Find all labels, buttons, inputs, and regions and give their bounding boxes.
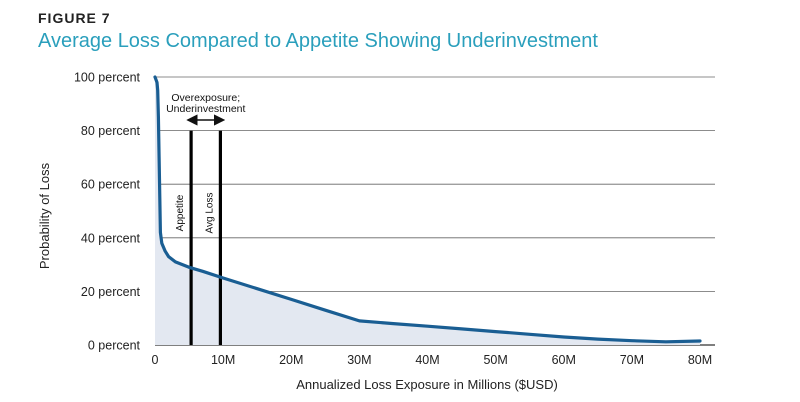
y-axis-title: Probability of Loss <box>37 162 52 269</box>
x-axis-title: Annualized Loss Exposure in Millions ($U… <box>296 377 558 392</box>
area-fill <box>155 77 700 345</box>
x-tick-label: 40M <box>415 353 439 367</box>
x-tick-label: 0 <box>152 353 159 367</box>
figure-label: FIGURE 7 <box>38 10 111 26</box>
x-tick-label: 10M <box>211 353 235 367</box>
marker-label-avg-loss: Avg Loss <box>204 193 215 234</box>
x-tick-label: 70M <box>620 353 644 367</box>
marker-label-appetite: Appetite <box>175 194 186 231</box>
annotation-text: Underinvestment <box>166 103 245 115</box>
x-tick-label: 30M <box>347 353 371 367</box>
y-tick-label: 40 percent <box>81 231 141 245</box>
x-tick-label: 20M <box>279 353 303 367</box>
y-tick-label: 0 percent <box>88 339 141 353</box>
series-line <box>153 75 702 344</box>
x-tick-label: 60M <box>552 353 576 367</box>
chart-title: Average Loss Compared to Appetite Showin… <box>38 30 598 52</box>
y-tick-label: 80 percent <box>81 124 141 138</box>
annotation-text: Overexposure; <box>171 92 240 104</box>
y-tick-label: 60 percent <box>81 178 141 192</box>
x-tick-label: 50M <box>483 353 507 367</box>
x-tick-label: 80M <box>688 353 712 367</box>
y-tick-label: 20 percent <box>81 285 141 299</box>
y-tick-label: 100 percent <box>74 71 141 85</box>
